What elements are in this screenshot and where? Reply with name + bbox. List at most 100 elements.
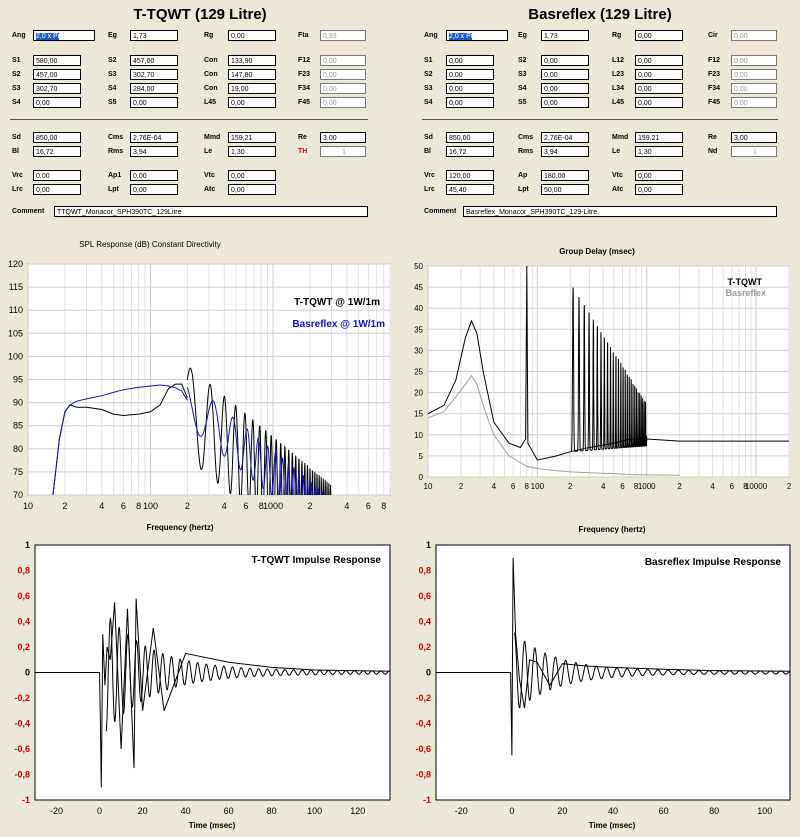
row-field[interactable]: 0,00 xyxy=(320,83,366,94)
rms-field[interactable]: 3,94 xyxy=(541,146,589,157)
rg-field[interactable]: 0,00 xyxy=(635,30,683,41)
row-field[interactable]: 0,00 xyxy=(446,83,494,94)
gd-ytick-label: 45 xyxy=(414,283,423,292)
row-field[interactable]: 302,70 xyxy=(33,83,81,94)
row-field[interactable]: 457,00 xyxy=(33,69,81,80)
ir-tqwt-line-ringing xyxy=(105,617,390,732)
eg-field[interactable]: 1,73 xyxy=(541,30,589,41)
ang-field[interactable]: 2,0 x Pi xyxy=(446,30,508,41)
ap1-field[interactable]: 0,00 xyxy=(130,170,178,181)
row-field[interactable]: 0,00 xyxy=(541,55,589,66)
atc-field[interactable]: 0,00 xyxy=(228,184,276,195)
comment-field[interactable]: TTQWT_Monacor_SPH390TC_129Litre xyxy=(54,206,368,217)
bl-field[interactable]: 16,72 xyxy=(446,146,494,157)
ir-tqwt-ytick-label: 0,6 xyxy=(17,591,30,601)
ir-basreflex-ytick-label: 0 xyxy=(426,668,431,678)
mmd-label: Mmd xyxy=(204,134,221,141)
vtc-field[interactable]: 0,00 xyxy=(635,170,683,181)
ir-basreflex-ytick-label: -0,4 xyxy=(415,719,431,729)
rms-field[interactable]: 3,94 xyxy=(130,146,178,157)
row-field[interactable]: 284,00 xyxy=(130,83,178,94)
lpt-field[interactable]: 50,00 xyxy=(541,184,589,195)
spl-ytick-label: 100 xyxy=(8,351,23,361)
vtc-field[interactable]: 0,00 xyxy=(228,170,276,181)
row-field[interactable]: 0,00 xyxy=(446,97,494,108)
gd-ytick-label: 40 xyxy=(414,304,423,313)
spl-xtick-label: 6 xyxy=(366,501,371,511)
nd-field[interactable]: 1 xyxy=(731,146,777,157)
spl-ytick-label: 95 xyxy=(13,375,23,385)
gd-xtick-label: 4 xyxy=(710,482,715,491)
row-field[interactable]: 0,00 xyxy=(635,97,683,108)
row-label: F23 xyxy=(298,71,311,78)
vrc-field[interactable]: 120,00 xyxy=(446,170,494,181)
row-label: S1 xyxy=(12,57,21,64)
atc-field[interactable]: 0,00 xyxy=(635,184,683,195)
row-field[interactable]: 302,70 xyxy=(130,69,178,80)
th-field[interactable]: 1 xyxy=(320,146,366,157)
row-field[interactable]: 133,90 xyxy=(228,55,276,66)
spl-xtick-label: 4 xyxy=(99,501,104,511)
rg-field[interactable]: 0,00 xyxy=(228,30,276,41)
left-panel-title: T-TQWT (129 Litre) xyxy=(133,6,267,23)
le-field[interactable]: 1,30 xyxy=(228,146,276,157)
eg-field[interactable]: 1,73 xyxy=(130,30,178,41)
row-field[interactable]: 147,80 xyxy=(228,69,276,80)
row-field[interactable]: 0,00 xyxy=(320,69,366,80)
gd-line-basreflex xyxy=(428,374,680,476)
row-field[interactable]: 0,00 xyxy=(33,97,81,108)
row-field[interactable]: 0,00 xyxy=(635,83,683,94)
sd-field[interactable]: 850,00 xyxy=(33,132,81,143)
row-label: L45 xyxy=(612,99,625,106)
ap-field[interactable]: 180,00 xyxy=(541,170,589,181)
sd-field[interactable]: 850,00 xyxy=(446,132,494,143)
ir-tqwt-xtick-label: 60 xyxy=(224,806,234,816)
comment-field[interactable]: Basreflex_Monacor_SPH390TC_129-Litre xyxy=(463,206,777,217)
row-field[interactable]: 457,00 xyxy=(130,55,178,66)
row-field[interactable]: 580,00 xyxy=(33,55,81,66)
fta-field[interactable]: 0,93 xyxy=(320,30,366,41)
ir-tqwt-series-group xyxy=(35,598,390,788)
gd-line-tqwt-spikes xyxy=(570,287,648,453)
gd-ytick-label: 5 xyxy=(419,452,424,461)
le-field[interactable]: 1,30 xyxy=(635,146,683,157)
ir-tqwt-ytick-label: 0,8 xyxy=(17,566,30,576)
re-field[interactable]: 3,00 xyxy=(320,132,366,143)
row-field[interactable]: 0,00 xyxy=(635,55,683,66)
row-field[interactable]: 0,00 xyxy=(130,97,178,108)
vtc-label: Vtc xyxy=(612,172,623,179)
row-field[interactable]: 0,00 xyxy=(228,97,276,108)
re-field[interactable]: 3,00 xyxy=(731,132,777,143)
spl-xtick-label: 8 xyxy=(136,501,141,511)
bl-field[interactable]: 16,72 xyxy=(33,146,81,157)
cir-field[interactable]: 0,00 xyxy=(731,30,777,41)
gd-xtick-label: 6 xyxy=(620,482,625,491)
row-field[interactable]: 19,00 xyxy=(228,83,276,94)
row-field[interactable]: 0,00 xyxy=(731,83,777,94)
mmd-field[interactable]: 159,21 xyxy=(635,132,683,143)
vrc-field[interactable]: 0,00 xyxy=(33,170,81,181)
row-field[interactable]: 0,00 xyxy=(446,69,494,80)
row-field[interactable]: 0,00 xyxy=(541,97,589,108)
row-field[interactable]: 0,00 xyxy=(541,69,589,80)
ang-field[interactable]: 2,0 x Pi xyxy=(33,30,95,41)
atc-label: Atc xyxy=(612,186,624,193)
cir-label: Cir xyxy=(708,32,718,39)
row-field[interactable]: 0,00 xyxy=(731,97,777,108)
cms-field[interactable]: 2,76E-04 xyxy=(541,132,589,143)
lrc-field[interactable]: 0,00 xyxy=(33,184,81,195)
mmd-field[interactable]: 159,21 xyxy=(228,132,276,143)
row-field[interactable]: 0,00 xyxy=(320,97,366,108)
ir-basreflex-title: Basreflex Impulse Response xyxy=(645,557,782,568)
rg-label: Rg xyxy=(612,32,622,39)
lpt-field[interactable]: 0,00 xyxy=(130,184,178,195)
row-field[interactable]: 0,00 xyxy=(731,55,777,66)
row-label: S2 xyxy=(12,71,21,78)
row-field[interactable]: 0,00 xyxy=(635,69,683,80)
row-field[interactable]: 0,00 xyxy=(446,55,494,66)
lrc-field[interactable]: 45,40 xyxy=(446,184,494,195)
row-field[interactable]: 0,00 xyxy=(731,69,777,80)
row-field[interactable]: 0,00 xyxy=(541,83,589,94)
cms-field[interactable]: 2,76E-04 xyxy=(130,132,178,143)
row-field[interactable]: 0,00 xyxy=(320,55,366,66)
